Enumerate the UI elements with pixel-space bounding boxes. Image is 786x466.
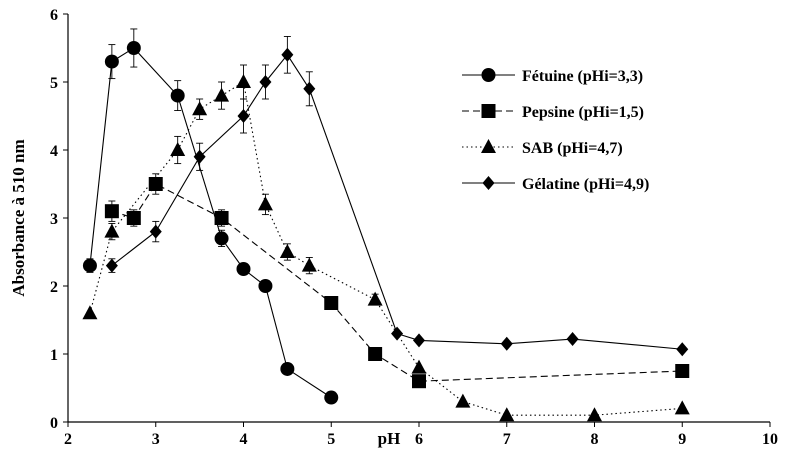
series-line (111, 183, 683, 382)
data-point-square (126, 211, 141, 225)
legend-marker-diamond (482, 176, 495, 190)
data-point-diamond (391, 326, 404, 341)
data-point-diamond (500, 336, 513, 351)
data-point-triangle (257, 196, 273, 211)
data-point-square (324, 296, 339, 310)
data-point-diamond (303, 81, 316, 96)
x-tick-label: 9 (678, 431, 686, 448)
data-point-diamond (149, 224, 162, 239)
legend-marker-triangle (481, 139, 496, 153)
legend-label: Gélatine (pHi=4,9) (522, 176, 649, 193)
data-point-square (368, 347, 383, 361)
y-tick-label: 5 (50, 75, 58, 92)
data-point-circle (280, 361, 295, 376)
data-point-triangle (214, 87, 230, 102)
data-point-diamond (237, 109, 250, 123)
x-tick-label: 2 (64, 431, 72, 448)
y-axis-title: Absorbance à 510 nm (9, 139, 28, 296)
data-point-square (412, 374, 426, 389)
x-tick-label: 8 (591, 431, 599, 448)
y-tick-label: 4 (50, 143, 58, 160)
data-point-triangle (499, 407, 515, 422)
series-circle (82, 28, 339, 405)
data-point-circle (126, 41, 141, 55)
data-point-square (675, 364, 690, 378)
data-point-triangle (411, 359, 427, 374)
x-tick-label: 7 (503, 431, 511, 448)
y-tick-label: 3 (50, 211, 58, 228)
data-point-diamond (259, 75, 272, 89)
data-point-triangle (236, 74, 251, 88)
y-tick-label: 0 (50, 415, 58, 432)
data-point-circle (104, 54, 119, 69)
x-tick-label: 5 (327, 431, 335, 448)
series-triangle (82, 64, 690, 422)
data-point-triangle (674, 400, 690, 415)
series-diamond (105, 35, 689, 357)
series-line (89, 47, 332, 398)
series-layer (82, 28, 690, 422)
x-tick-label: 4 (240, 431, 248, 448)
data-point-diamond (413, 333, 425, 348)
legend-label: Fétuine (pHi=3,3) (522, 68, 643, 85)
data-point-triangle (192, 101, 208, 116)
data-point-circle (236, 262, 251, 276)
data-point-square (148, 177, 163, 191)
y-tick-label: 6 (50, 7, 58, 24)
data-point-triangle (170, 142, 186, 156)
y-tick-label: 2 (50, 279, 58, 296)
series-line (89, 81, 683, 416)
data-point-circle (170, 88, 185, 103)
data-point-triangle (455, 393, 471, 408)
y-tick-label: 1 (50, 347, 58, 364)
x-tick-label: 10 (762, 431, 778, 448)
series-line (111, 53, 683, 350)
legend-marker-square (481, 104, 496, 118)
data-point-circle (214, 231, 229, 246)
data-point-triangle (104, 223, 120, 238)
x-tick-label: 3 (152, 431, 160, 448)
data-point-circle (258, 279, 273, 293)
data-point-diamond (676, 342, 689, 357)
data-point-circle (82, 258, 97, 273)
x-axis-title: pH (378, 429, 401, 448)
data-point-triangle (279, 244, 295, 258)
legend: Fétuine (pHi=3,3) Pepsine (pHi=1,5) SAB (p… (462, 68, 649, 193)
data-point-triangle (301, 257, 317, 272)
x-tick-label: 6 (415, 431, 423, 448)
axes: 2 3 4 5 6 7 8 9 10 0 1 2 3 4 5 6 (50, 7, 778, 448)
data-point-square (104, 204, 119, 219)
legend-marker-circle (481, 68, 496, 82)
data-point-diamond (193, 149, 206, 164)
data-point-triangle (587, 407, 602, 422)
data-point-square (214, 211, 229, 225)
data-point-triangle (367, 291, 383, 306)
legend-label: Pepsine (pHi=1,5) (522, 104, 644, 121)
data-point-diamond (105, 258, 118, 273)
data-point-diamond (281, 47, 294, 62)
legend-label: SAB (pHi=4,7) (522, 140, 623, 157)
data-point-diamond (566, 332, 579, 347)
series-square (104, 173, 690, 389)
data-point-triangle (82, 305, 98, 320)
data-point-circle (324, 390, 339, 405)
